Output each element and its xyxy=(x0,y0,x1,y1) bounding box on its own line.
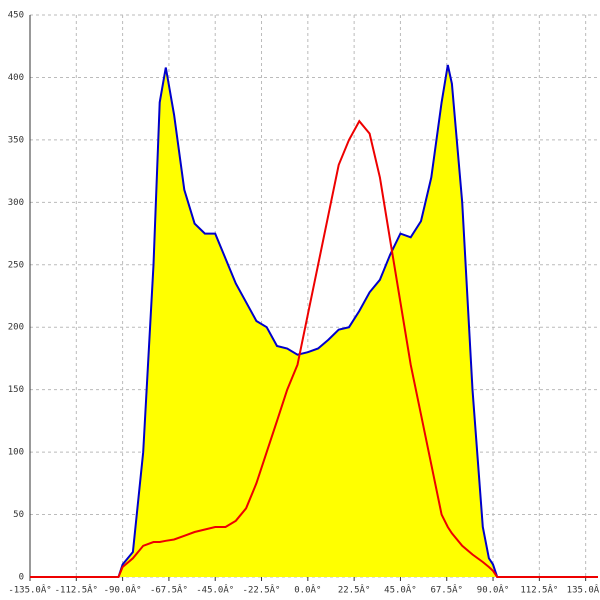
y-tick-label: 300 xyxy=(8,198,24,208)
x-tick-label: 67.5Â° xyxy=(430,584,463,596)
y-tick-label: 250 xyxy=(8,260,24,270)
x-tick-label: 22.5Â° xyxy=(338,584,371,596)
y-tick-label: 450 xyxy=(8,11,24,21)
y-tick-label: 0 xyxy=(19,573,24,583)
line xyxy=(30,119,598,578)
y-tick-label: 350 xyxy=(8,135,24,145)
x-tick-label: -112.5Â° xyxy=(55,584,98,596)
y-tick-label: 50 xyxy=(13,510,24,520)
x-tick-label: 112.5Â° xyxy=(520,584,558,596)
x-tick-label: -22.5Â° xyxy=(243,584,281,596)
line xyxy=(30,64,598,578)
y-tick-label: 100 xyxy=(8,448,24,458)
x-tick-label: -90.0Â° xyxy=(104,584,142,596)
y-tick-label: 150 xyxy=(8,385,24,395)
y-tick-label: 200 xyxy=(8,323,24,333)
x-tick-label: -45.0Â° xyxy=(196,584,234,596)
x-tick-label: -135.0Â° xyxy=(8,584,51,596)
x-tick-label: 0.0Â° xyxy=(294,584,321,596)
x-tick-label: -67.5Â° xyxy=(150,584,188,596)
x-tick-label: 90.0Â° xyxy=(477,584,510,596)
y-tick-label: 400 xyxy=(8,73,24,83)
x-tick-label: 135.0Â° xyxy=(567,584,600,596)
x-tick-label: 45.0Â° xyxy=(384,584,417,596)
area xyxy=(30,65,598,577)
